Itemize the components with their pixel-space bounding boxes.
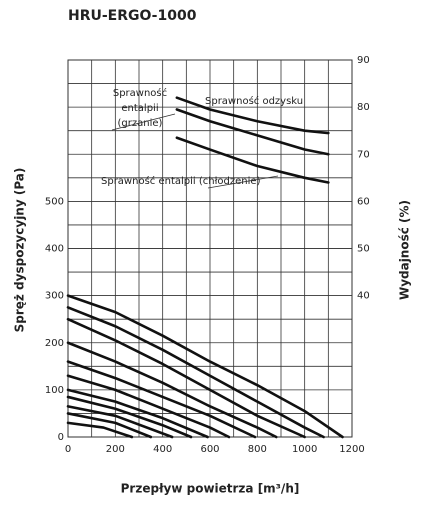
curve bbox=[66, 395, 193, 439]
curve bbox=[66, 341, 278, 439]
curve-label: Sprawność odzysku bbox=[205, 95, 303, 107]
curve-label: entalpii bbox=[121, 103, 158, 114]
curve-label: (grzanie) bbox=[118, 118, 163, 129]
y2-tick-label: 90 bbox=[357, 55, 370, 66]
curve bbox=[66, 306, 325, 439]
x-tick-label: 200 bbox=[106, 444, 125, 455]
x-tick-label: 400 bbox=[153, 444, 172, 455]
curve bbox=[175, 136, 330, 184]
chart-title: HRU-ERGO-1000 bbox=[68, 8, 197, 24]
x-axis-label: Przepływ powietrza [m³/h] bbox=[121, 482, 300, 496]
x-tick-label: 600 bbox=[200, 444, 219, 455]
y-tick-label: 300 bbox=[45, 291, 64, 302]
curve bbox=[175, 96, 330, 135]
curve bbox=[66, 360, 257, 439]
y2-tick-label: 60 bbox=[357, 196, 370, 207]
x-tick-label: 0 bbox=[65, 444, 71, 455]
y-tick-label: 500 bbox=[45, 196, 64, 207]
y-axis-label: Spręż dyspozycyjny (Pa) bbox=[13, 168, 27, 333]
curve bbox=[66, 405, 174, 439]
curve bbox=[66, 412, 153, 439]
y-tick-label: 400 bbox=[45, 244, 64, 255]
y2-tick-label: 50 bbox=[357, 244, 370, 255]
x-tick-label: 800 bbox=[248, 444, 267, 455]
curve bbox=[66, 294, 344, 439]
y2-tick-label: 70 bbox=[357, 149, 370, 160]
y-tick-label: 100 bbox=[45, 385, 64, 396]
curve bbox=[66, 421, 134, 439]
x-tick-label: 1200 bbox=[339, 444, 364, 455]
curve bbox=[66, 317, 306, 439]
x-tick-label: 1000 bbox=[292, 444, 317, 455]
curve bbox=[175, 108, 330, 156]
y2-axis-label: Wydajność (%) bbox=[398, 200, 412, 300]
curve-label: Sprawność entalpii (chłodzenie) bbox=[101, 175, 261, 187]
leader-line bbox=[111, 113, 176, 131]
curve bbox=[66, 388, 209, 439]
y2-tick-label: 80 bbox=[357, 102, 370, 113]
y2-tick-label: 40 bbox=[357, 291, 370, 302]
curve bbox=[66, 374, 231, 439]
curve-label: Sprawność bbox=[113, 87, 167, 99]
y-tick-label: 0 bbox=[58, 432, 64, 443]
leader-line bbox=[207, 175, 279, 189]
y-tick-label: 200 bbox=[45, 338, 64, 349]
